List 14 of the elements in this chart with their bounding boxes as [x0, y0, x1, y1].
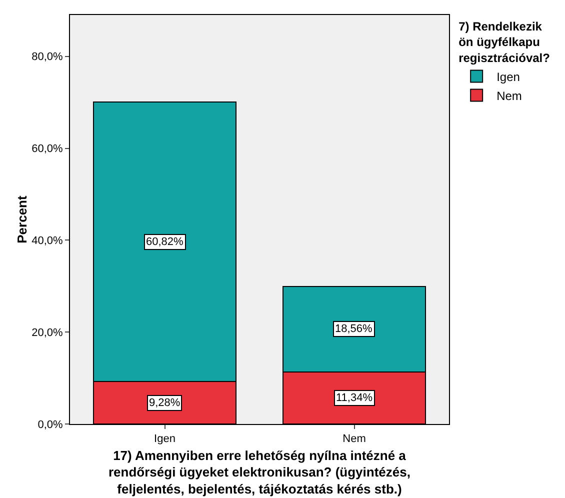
- data-label: 11,34%: [336, 392, 373, 404]
- y-tick-label: 40,0%: [32, 235, 64, 248]
- y-axis-title: Percent: [14, 194, 30, 244]
- legend-label: Nem: [496, 88, 522, 103]
- x-axis-title: 17) Amennyiben erre lehetőség nyílna intézné a rendőrségi ügyeket elektronikusan? (ügyintézés, feljelentés, bejelentés, tájékoztatás kérés stb.): [108, 448, 410, 497]
- legend-title: 7) Rendelkezik ön ügyfélkapu regisztrációval?: [458, 20, 550, 65]
- y-tick-label: 0,0%: [38, 418, 64, 431]
- data-label: 9,28%: [149, 397, 180, 409]
- y-tick-label: 20,0%: [32, 326, 64, 339]
- y-tick-label: 60,0%: [32, 143, 64, 156]
- data-label: 18,56%: [335, 323, 373, 335]
- legend-label: Igen: [496, 70, 520, 84]
- data-label: 60,82%: [146, 236, 184, 248]
- y-tick-label: 80,0%: [32, 51, 64, 64]
